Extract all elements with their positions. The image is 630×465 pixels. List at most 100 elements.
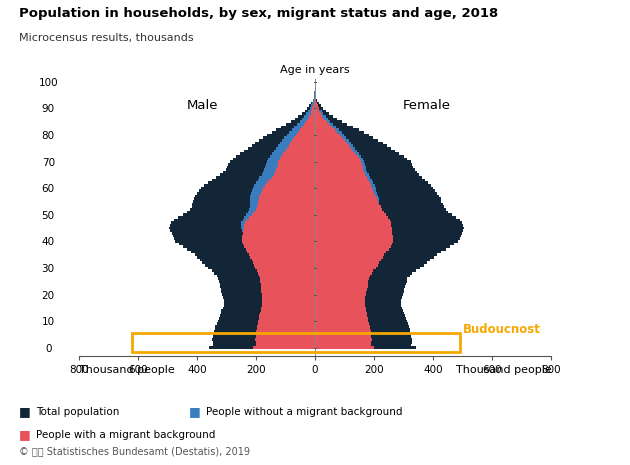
Bar	[315, 107, 319, 110]
Bar	[259, 198, 315, 200]
Bar	[294, 126, 315, 128]
Bar	[315, 240, 458, 243]
Bar	[315, 128, 335, 131]
Bar	[220, 285, 315, 288]
Bar	[274, 285, 315, 288]
Bar	[250, 195, 315, 198]
Bar	[282, 139, 315, 141]
Bar	[258, 320, 315, 322]
Bar	[315, 266, 360, 269]
Bar	[222, 306, 315, 309]
Bar	[315, 283, 406, 285]
Bar	[315, 139, 345, 141]
Bar	[315, 211, 449, 213]
Bar	[315, 139, 378, 141]
Bar	[170, 229, 315, 232]
Bar	[254, 246, 315, 248]
Bar	[277, 166, 315, 168]
Bar	[315, 110, 322, 113]
Bar	[315, 309, 367, 312]
Bar	[315, 155, 404, 158]
Bar	[277, 168, 315, 171]
Bar	[315, 299, 365, 301]
Bar	[183, 213, 315, 216]
Bar	[315, 235, 383, 237]
Bar	[311, 102, 315, 104]
Bar	[214, 272, 315, 275]
Bar	[315, 277, 353, 280]
Bar	[315, 280, 353, 283]
Bar	[278, 163, 315, 166]
Bar	[315, 133, 340, 136]
Bar	[270, 269, 315, 272]
Bar	[256, 328, 315, 331]
Bar	[315, 229, 386, 232]
Bar	[217, 322, 315, 325]
Bar	[315, 163, 412, 166]
Bar	[315, 237, 382, 240]
Bar	[315, 322, 369, 325]
Bar	[315, 251, 370, 253]
Bar	[315, 115, 333, 118]
Bar	[315, 253, 384, 256]
Bar	[275, 312, 315, 314]
Bar	[277, 128, 315, 131]
Bar	[244, 232, 315, 235]
Bar	[315, 229, 392, 232]
Bar	[315, 259, 364, 261]
Bar	[277, 304, 315, 306]
Bar	[275, 293, 315, 296]
Bar	[275, 314, 315, 317]
Bar	[315, 291, 367, 293]
Bar	[315, 192, 377, 195]
Bar	[315, 147, 391, 150]
Bar	[239, 152, 315, 155]
Bar	[212, 179, 315, 181]
Bar	[242, 237, 315, 240]
Bar	[249, 206, 315, 208]
Bar	[272, 344, 315, 346]
Bar	[197, 192, 315, 195]
Bar	[315, 102, 319, 104]
Bar	[221, 291, 315, 293]
Bar	[262, 296, 315, 299]
Bar	[315, 96, 316, 99]
Bar	[170, 224, 315, 227]
Bar	[261, 309, 315, 312]
Bar	[315, 344, 355, 346]
Bar	[252, 189, 315, 192]
Bar	[315, 224, 387, 227]
Bar	[315, 331, 410, 333]
Bar	[248, 211, 315, 213]
Bar	[315, 107, 323, 110]
Bar	[248, 251, 315, 253]
Bar	[307, 107, 315, 110]
Bar	[260, 253, 315, 256]
Bar	[272, 341, 315, 344]
Bar	[272, 176, 315, 179]
Bar	[297, 123, 315, 126]
Bar	[315, 102, 317, 104]
Bar	[315, 179, 372, 181]
Bar	[284, 136, 315, 139]
Bar	[315, 269, 358, 272]
Bar	[195, 195, 315, 198]
Bar	[315, 216, 384, 219]
Bar	[296, 133, 315, 136]
Bar	[205, 264, 315, 266]
Text: Age in years: Age in years	[280, 65, 350, 75]
Bar	[251, 144, 315, 147]
Bar	[315, 168, 364, 171]
Bar	[171, 221, 315, 224]
Bar	[275, 291, 315, 293]
Bar	[315, 328, 370, 331]
Bar	[315, 291, 352, 293]
Bar	[315, 131, 338, 133]
Bar	[315, 325, 410, 328]
Bar	[292, 128, 315, 131]
Bar	[261, 173, 315, 176]
Bar	[236, 155, 315, 158]
Bar	[262, 304, 315, 306]
Bar	[315, 150, 357, 152]
Bar	[315, 309, 352, 312]
